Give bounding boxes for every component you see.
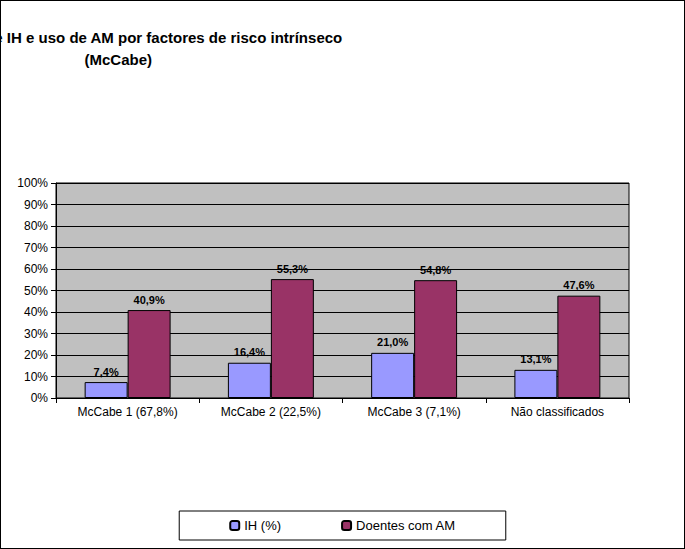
svg-text:IH (%): IH (%)	[244, 518, 281, 533]
svg-text:McCabe 1 (67,8%): McCabe 1 (67,8%)	[78, 405, 178, 419]
svg-text:40,9%: 40,9%	[134, 294, 165, 306]
svg-text:(McCabe): (McCabe)	[85, 51, 153, 68]
svg-text:Doentes com AM: Doentes com AM	[356, 518, 455, 533]
svg-text:21,0%: 21,0%	[377, 336, 408, 348]
svg-text:16,4%: 16,4%	[234, 346, 265, 358]
svg-text:McCabe 3 (7,1%): McCabe 3 (7,1%)	[367, 405, 460, 419]
svg-text:55,3%: 55,3%	[277, 263, 308, 275]
svg-text:90%: 90%	[24, 198, 48, 212]
svg-text:80%: 80%	[24, 219, 48, 233]
svg-text:30%: 30%	[24, 327, 48, 341]
svg-text:47,6%: 47,6%	[563, 279, 594, 291]
svg-text:10%: 10%	[24, 370, 48, 384]
svg-text:Distribuição de IH e uso de AM: Distribuição de IH e uso de AM por facto…	[1, 29, 342, 46]
svg-text:60%: 60%	[24, 262, 48, 276]
svg-text:7,4%: 7,4%	[94, 366, 119, 378]
svg-text:McCabe 2 (22,5%): McCabe 2 (22,5%)	[221, 405, 321, 419]
svg-text:20%: 20%	[24, 348, 48, 362]
svg-text:54,8%: 54,8%	[420, 264, 451, 276]
svg-text:13,1%: 13,1%	[520, 353, 551, 365]
svg-text:0%: 0%	[31, 391, 49, 405]
svg-text:40%: 40%	[24, 305, 48, 319]
svg-text:70%: 70%	[24, 241, 48, 255]
svg-text:100%: 100%	[17, 176, 48, 190]
svg-text:50%: 50%	[24, 284, 48, 298]
svg-text:Não classificados: Não classificados	[511, 405, 604, 419]
